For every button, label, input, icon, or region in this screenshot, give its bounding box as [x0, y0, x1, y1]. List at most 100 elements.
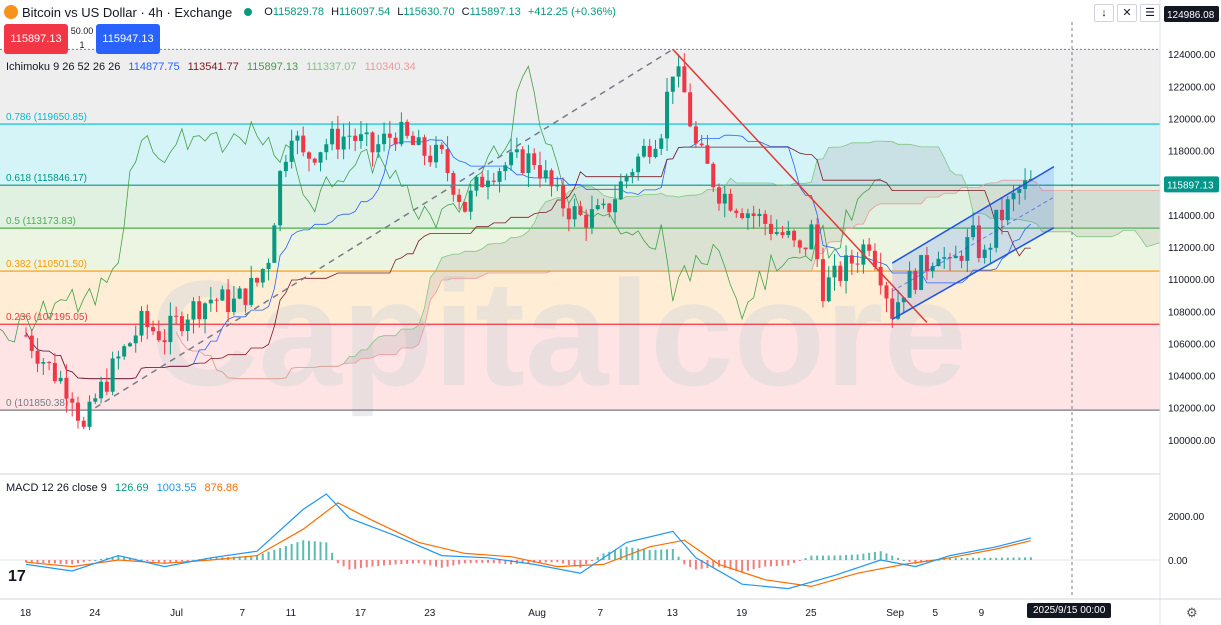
- candle-body: [641, 145, 646, 157]
- candle-body: [220, 289, 225, 301]
- candle-body: [509, 152, 514, 166]
- candle-body: [959, 255, 964, 261]
- candle-body: [636, 156, 641, 173]
- macd-histogram-bar: [510, 560, 513, 565]
- candle-body: [826, 277, 831, 302]
- macd-tick-label: 0.00: [1168, 556, 1188, 567]
- macd-histogram-bar: [960, 557, 963, 560]
- macd-histogram-bar: [94, 560, 97, 561]
- candle-body: [99, 381, 104, 399]
- macd-line: [25, 493, 1031, 590]
- time-tick-label: Sep: [886, 608, 904, 619]
- symbol-title[interactable]: Bitcoin vs US Dollar · 4h · Exchange: [22, 4, 233, 20]
- ichimoku-legend[interactable]: Ichimoku 9 26 52 26 26 114877.75 113541.…: [6, 61, 421, 73]
- macd-histogram-bar: [845, 555, 848, 560]
- macd-histogram-bar: [1024, 557, 1027, 560]
- macd-histogram-bar: [648, 550, 651, 560]
- macd-histogram-bar: [810, 555, 813, 560]
- macd-histogram-bar: [487, 560, 489, 563]
- macd-histogram-bar: [30, 560, 33, 563]
- macd-histogram-bar: [313, 541, 316, 560]
- price-tick-label: 100000.00: [1168, 436, 1216, 447]
- fib-label-0.236: 0.236 (107195.05): [6, 312, 88, 323]
- macd-histogram-bar: [1029, 557, 1032, 560]
- price-tick-label: 108000.00: [1168, 307, 1216, 318]
- watermark-text: Capitalcore: [150, 249, 967, 417]
- candle-body: [116, 356, 121, 359]
- candle-body: [595, 205, 600, 210]
- macd-histogram-bar: [261, 553, 264, 560]
- sell-button[interactable]: 115897.13: [4, 24, 68, 54]
- time-tick-label: 17: [355, 608, 367, 619]
- candle-body: [243, 288, 248, 305]
- macd-histogram-bar: [504, 560, 507, 564]
- candle-body: [474, 176, 479, 191]
- macd-histogram-bar: [452, 560, 455, 566]
- macd-histogram-bar: [279, 547, 282, 560]
- macd-histogram-bar: [417, 560, 420, 564]
- candle-body: [486, 180, 490, 188]
- macd-histogram-bar: [694, 560, 697, 570]
- macd-histogram-bar: [827, 555, 830, 560]
- macd-legend[interactable]: MACD 12 26 close 9 126.69 1003.55 876.86: [6, 482, 243, 494]
- candle-body: [168, 315, 173, 343]
- candle-body: [763, 213, 768, 224]
- macd-histogram-bar: [943, 558, 946, 560]
- time-tick-label: 18: [20, 608, 32, 619]
- macd-histogram-bar: [683, 560, 686, 565]
- candle-body: [226, 289, 231, 313]
- macd-histogram-bar: [729, 560, 732, 570]
- candle-body: [589, 209, 594, 228]
- candle-body: [330, 128, 335, 145]
- macd-histogram-bar: [862, 553, 865, 560]
- candle-body: [555, 185, 560, 187]
- macd-histogram-bar: [244, 556, 247, 560]
- candle-body: [670, 76, 675, 92]
- candle-body: [104, 381, 109, 392]
- macd-histogram-bar: [718, 560, 720, 567]
- menu-button[interactable]: ☰: [1140, 4, 1160, 22]
- quantity-box[interactable]: 50.00 1: [70, 24, 94, 54]
- scroll-down-button[interactable]: ↓: [1094, 4, 1114, 22]
- fib-label-0: 0 (101850.38): [6, 398, 68, 409]
- buy-button[interactable]: 115947.13: [96, 24, 160, 54]
- ichimoku-conversion-value: 114877.75: [128, 61, 180, 73]
- bitcoin-logo-icon: [4, 5, 18, 19]
- macd-histogram-bar: [821, 555, 824, 560]
- candle-body: [699, 143, 704, 146]
- candle-body: [907, 270, 912, 298]
- ichimoku-base-value: 113541.77: [187, 61, 239, 73]
- candle-body: [197, 301, 202, 320]
- macd-histogram-bar: [775, 560, 778, 567]
- candle-body: [757, 213, 762, 217]
- candle-body: [185, 319, 190, 332]
- candle-body: [237, 288, 242, 299]
- macd-histogram-bar: [256, 555, 258, 560]
- ichimoku-span-a-value: 111337.07: [306, 61, 357, 73]
- close-button[interactable]: ✕: [1117, 4, 1137, 22]
- macd-histogram-bar: [781, 560, 784, 566]
- market-open-icon: [244, 8, 253, 16]
- candle-body: [613, 199, 618, 213]
- candle-body: [734, 210, 739, 214]
- candle-body: [930, 266, 935, 271]
- macd-histogram-bar: [949, 557, 951, 560]
- macd-histogram-bar: [175, 560, 178, 562]
- tradingview-logo-icon: 17: [8, 568, 26, 585]
- candle-body: [745, 213, 750, 219]
- macd-histogram-bar: [163, 560, 166, 564]
- candle-body: [145, 310, 150, 328]
- macd-histogram-bar: [908, 560, 911, 562]
- candle-body: [561, 185, 566, 209]
- candle-body: [797, 240, 802, 248]
- candle-body: [855, 263, 860, 265]
- candle-body: [913, 270, 918, 290]
- candle-body: [318, 152, 323, 163]
- settings-gear-icon[interactable]: ⚙: [1186, 605, 1198, 620]
- macd-histogram-bar: [989, 557, 992, 560]
- candle-body: [624, 175, 629, 182]
- price-tick-label: 102000.00: [1168, 404, 1216, 415]
- candle-body: [514, 149, 519, 153]
- macd-histogram-bar: [966, 557, 969, 560]
